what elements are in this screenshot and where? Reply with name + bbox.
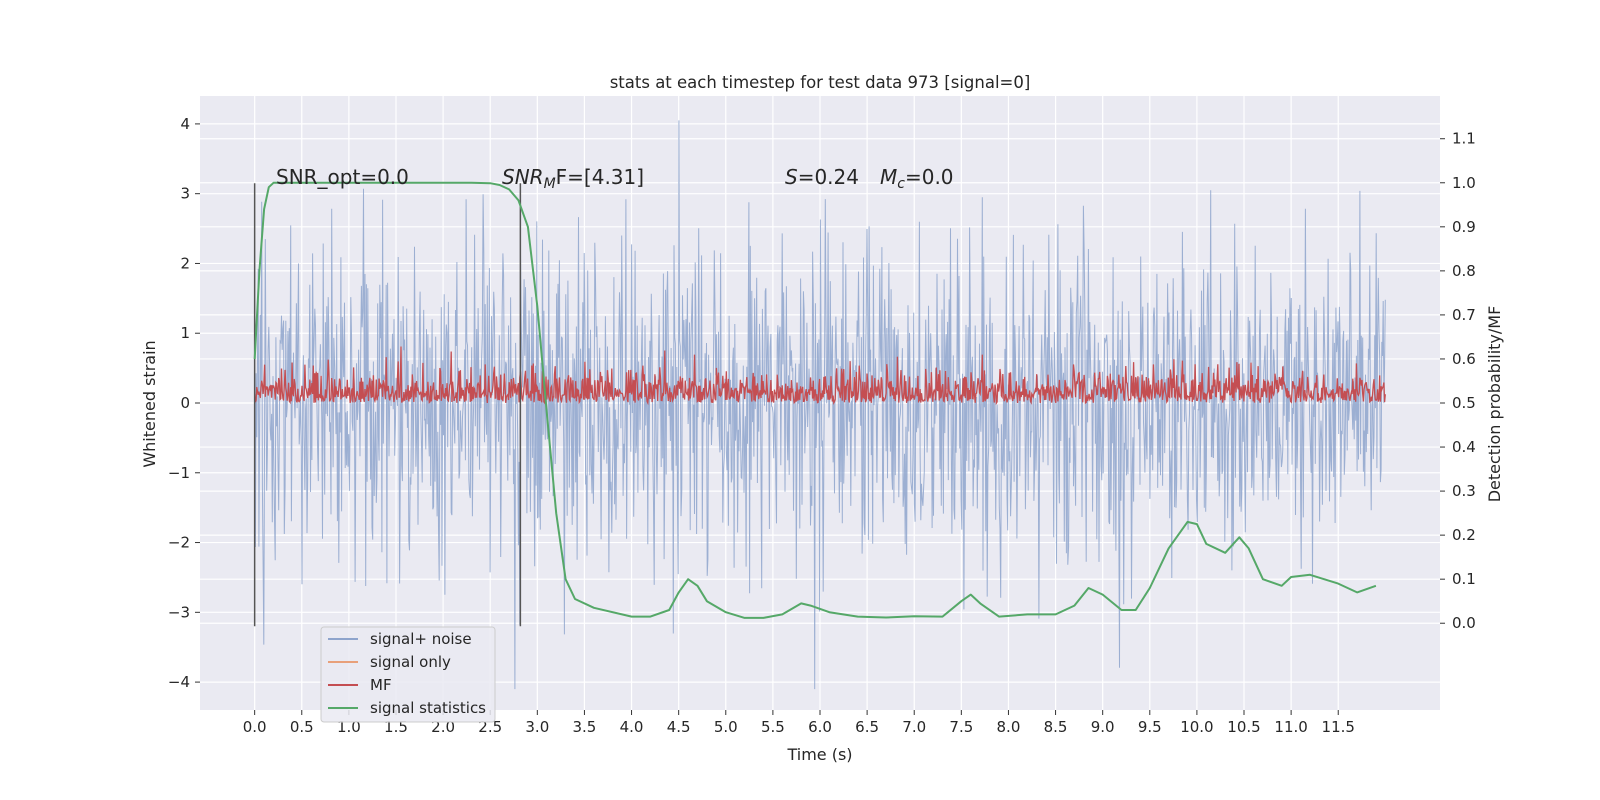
mc-main: M [880,165,897,189]
y2-tick-label: 0.0 [1452,614,1476,632]
legend: signal+ noise signal only MF signal stat… [320,626,496,723]
x-tick-label: 7.5 [949,718,973,736]
x-axis-label: Time (s) [786,745,852,764]
x-tick-label: 10.5 [1227,718,1260,736]
y2-tick-label: 0.1 [1452,570,1476,588]
x-tick-label: 8.0 [997,718,1021,736]
x-tick-label: 7.0 [902,718,926,736]
y2-tick-label: 0.6 [1452,350,1476,368]
x-tick-label: 9.5 [1138,718,1162,736]
signal-noise-line [254,120,1386,690]
signal-noise-series [254,120,1386,690]
y2-tick-label: 0.9 [1452,218,1476,236]
y2-tick-label: 1.1 [1452,130,1476,148]
y2-axis-label: Detection probability/MF [1485,306,1504,503]
chart-title: stats at each timestep for test data 973… [610,73,1031,92]
right-y-axis-ticks: 1.1 1.0 0.9 0.8 0.7 0.6 0.5 0.4 0.3 0.2 0.1 0.0 [1440,130,1476,632]
y2-tick-label: 0.8 [1452,262,1476,280]
x-tick-label: 4.0 [620,718,644,736]
legend-label-stat: signal statistics [370,699,486,717]
s-main: S [785,165,798,189]
snr-mf-sub: M [544,176,556,192]
y-tick-label: 4 [180,115,190,133]
snr-mf-annotation: SNRMF=[4.31] [502,165,644,192]
y-tick-label: 2 [180,254,190,272]
x-tick-label: 9.0 [1091,718,1115,736]
mc-value: =0.0 [905,165,954,189]
legend-box [320,626,496,723]
mf-line [254,346,1386,406]
y-tick-label: −3 [168,603,190,621]
y-tick-label: −2 [168,534,190,552]
x-tick-label: 11.5 [1322,718,1355,736]
x-tick-label: 6.0 [808,718,832,736]
y2-tick-label: 1.0 [1452,174,1476,192]
x-tick-label: 0.5 [290,718,314,736]
s-value: =0.24 [798,165,859,189]
s-annotation: S=0.24 [785,165,859,189]
x-tick-label: 3.0 [525,718,549,736]
y2-tick-label: 0.4 [1452,438,1476,456]
snr-opt-annotation: SNR_opt=0.0 [276,165,409,189]
x-tick-label: 0.0 [243,718,267,736]
y-tick-label: −1 [168,464,190,482]
x-tick-label: 10.0 [1180,718,1213,736]
event-markers [253,183,522,627]
x-tick-label: 4.5 [667,718,691,736]
x-tick-label: 3.5 [573,718,597,736]
signal-statistics-line [253,181,1377,619]
y2-tick-label: 0.7 [1452,306,1476,324]
x-tick-label: 5.5 [761,718,785,736]
signal-statistics-series [253,181,1377,619]
legend-label-mf: MF [370,676,392,694]
y2-tick-label: 0.5 [1452,394,1476,412]
y-tick-label: −4 [168,673,190,691]
y-tick-label: 3 [180,185,190,203]
y2-tick-label: 0.2 [1452,526,1476,544]
y2-tick-label: 0.3 [1452,482,1476,500]
mc-annotation: Mc=0.0 [880,165,954,192]
x-tick-label: 5.0 [714,718,738,736]
x-tick-label: 6.5 [855,718,879,736]
y-axis-label: Whitened strain [140,340,159,467]
legend-label-signal: signal only [370,653,451,671]
snr-mf-main: SNR [502,165,544,189]
mc-sub: c [897,176,905,192]
y-tick-label: 0 [180,394,190,412]
snr-mf-tail: F=[4.31] [556,165,644,189]
left-y-axis-ticks: 4 3 2 1 0 −1 −2 −3 −4 [168,115,200,691]
x-tick-label: 11.0 [1274,718,1307,736]
mf-series [254,346,1386,406]
y-tick-label: 1 [180,324,190,342]
x-tick-label: 8.5 [1044,718,1068,736]
legend-label-noise: signal+ noise [370,630,472,648]
